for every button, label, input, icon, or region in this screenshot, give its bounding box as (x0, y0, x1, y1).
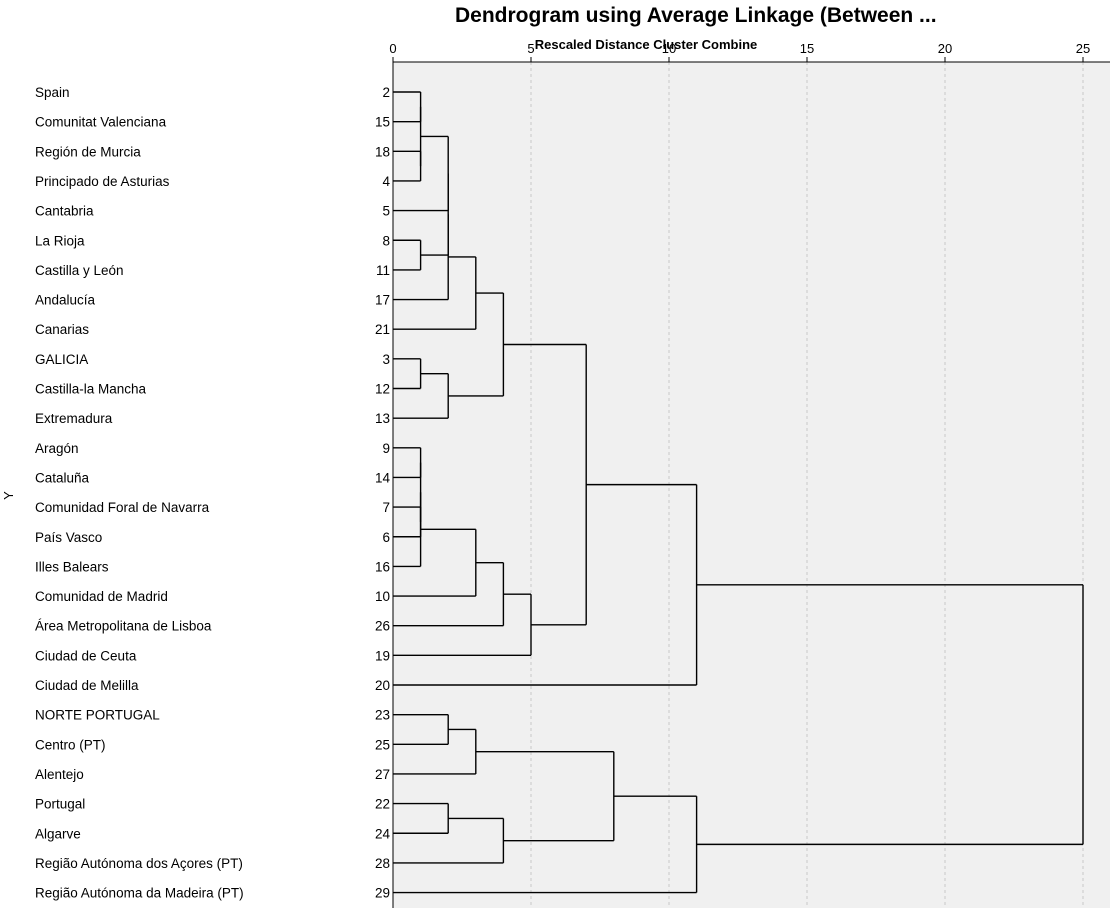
leaf-id: 9 (382, 441, 390, 456)
leaf-label: Comunidad de Madrid (35, 589, 168, 604)
leaf-id: 15 (375, 115, 390, 130)
leaf-id: 17 (375, 293, 390, 308)
chart-subtitle: Rescaled Distance Cluster Combine (534, 37, 758, 52)
leaf-label: Portugal (35, 797, 85, 812)
leaf-label: Extremadura (35, 411, 113, 426)
leaf-id: 21 (375, 322, 390, 337)
leaf-label: Região Autónoma dos Açores (PT) (35, 856, 243, 871)
leaf-label: Ciudad de Melilla (35, 678, 139, 693)
leaf-id: 5 (382, 204, 390, 219)
leaf-label: Área Metropolitana de Lisboa (35, 619, 212, 634)
leaf-label: GALICIA (35, 352, 88, 367)
x-tick-label: 25 (1076, 41, 1090, 56)
leaf-label: Cantabria (35, 204, 94, 219)
leaf-id: 23 (375, 708, 390, 723)
leaf-label: Principado de Asturias (35, 174, 170, 189)
leaf-label: Ciudad de Ceuta (35, 648, 137, 663)
leaf-label: País Vasco (35, 530, 102, 545)
leaf-id: 4 (382, 174, 390, 189)
leaf-id: 3 (382, 352, 390, 367)
leaf-label: Alentejo (35, 767, 84, 782)
leaf-id: 7 (382, 500, 390, 515)
leaf-id: 26 (375, 619, 390, 634)
leaf-id: 12 (375, 382, 390, 397)
leaf-id: 18 (375, 144, 390, 159)
leaf-label: Comunitat Valenciana (35, 115, 167, 130)
x-tick-label: 15 (800, 41, 814, 56)
chart-title: Dendrogram using Average Linkage (Betwee… (455, 4, 937, 27)
leaf-id: 28 (375, 856, 390, 871)
leaf-label: Andalucía (35, 293, 96, 308)
leaf-id: 22 (375, 797, 390, 812)
leaf-label: Castilla y León (35, 263, 124, 278)
leaf-label: Región de Murcia (35, 144, 141, 159)
leaf-label: Região Autónoma da Madeira (PT) (35, 886, 244, 901)
leaf-label: Centro (PT) (35, 737, 106, 752)
leaf-id: 27 (375, 767, 390, 782)
x-tick-label: 5 (527, 41, 534, 56)
leaf-label: Illes Balears (35, 559, 109, 574)
leaf-id: 2 (382, 85, 390, 100)
leaf-id: 29 (375, 886, 390, 901)
leaf-label: Algarve (35, 826, 81, 841)
leaf-id: 14 (375, 470, 391, 485)
leaf-label: Castilla-la Mancha (35, 382, 147, 397)
x-tick-label: 0 (389, 41, 396, 56)
leaf-id: 8 (382, 233, 390, 248)
leaf-label: Aragón (35, 441, 79, 456)
leaf-label: Canarias (35, 322, 89, 337)
leaf-id: 11 (376, 263, 390, 278)
leaf-id: 10 (375, 589, 390, 604)
leaf-id: 6 (382, 530, 390, 545)
x-tick-label: 20 (938, 41, 952, 56)
leaf-id: 20 (375, 678, 390, 693)
leaf-id: 24 (375, 826, 391, 841)
x-tick-label: 10 (662, 41, 676, 56)
leaf-label: Cataluña (35, 470, 90, 485)
plot-area (393, 62, 1110, 908)
leaf-label: NORTE PORTUGAL (35, 708, 160, 723)
leaf-id: 25 (375, 737, 390, 752)
leaf-label: La Rioja (35, 233, 85, 248)
leaf-id: 19 (375, 648, 390, 663)
leaf-id: 16 (375, 559, 390, 574)
leaf-label: Spain (35, 85, 70, 100)
leaf-label: Comunidad Foral de Navarra (35, 500, 210, 515)
leaf-id: 13 (375, 411, 390, 426)
